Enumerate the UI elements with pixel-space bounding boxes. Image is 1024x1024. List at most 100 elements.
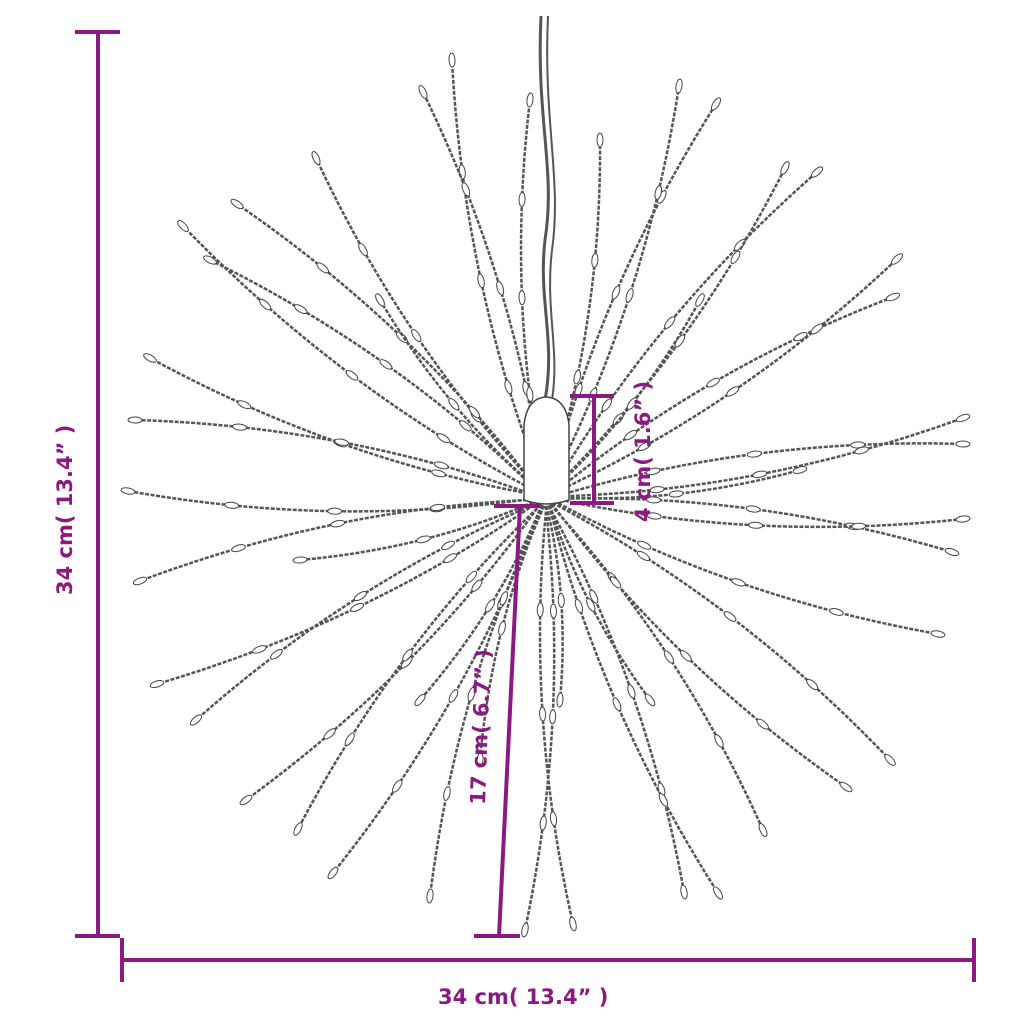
led-bulb xyxy=(626,397,638,410)
led-bulb xyxy=(664,316,676,329)
led-bulb xyxy=(375,293,385,307)
led-bulb xyxy=(930,630,946,638)
led-bulb xyxy=(569,916,577,932)
led-bulb xyxy=(471,579,483,592)
led-bulb xyxy=(574,598,584,614)
wire-strand xyxy=(450,59,546,491)
led-bulb xyxy=(476,752,484,768)
led-bulb xyxy=(521,922,529,938)
led-bulb xyxy=(955,515,971,523)
led-bulb xyxy=(627,684,636,699)
led-bulb xyxy=(353,591,368,602)
led-bulb xyxy=(884,754,896,766)
wire-strand xyxy=(549,503,765,831)
led-bulb xyxy=(646,512,662,520)
led-bulb xyxy=(649,486,665,494)
led-bulb xyxy=(467,687,476,702)
led-bulb xyxy=(624,429,638,441)
led-bulb xyxy=(850,441,866,449)
led-bulb xyxy=(675,78,683,94)
led-bulb xyxy=(839,781,853,793)
led-bulb xyxy=(885,292,901,302)
led-bulb xyxy=(132,576,148,586)
led-bulb xyxy=(231,544,246,553)
power-cord xyxy=(546,15,556,401)
led-bulb xyxy=(259,298,272,311)
wire-strand xyxy=(149,356,539,497)
led-bulb xyxy=(224,501,240,509)
led-bulb xyxy=(679,650,692,662)
led-bulb xyxy=(695,293,705,307)
led-bulb xyxy=(654,185,663,200)
led-bulb xyxy=(758,822,768,838)
led-bulb xyxy=(526,92,534,108)
wire-strand xyxy=(538,505,575,925)
led-bulb xyxy=(609,576,622,589)
led-bulb xyxy=(955,413,971,423)
led-bulb xyxy=(203,255,217,265)
led-bulb xyxy=(441,540,455,551)
led-bulb xyxy=(586,598,596,612)
led-bulb xyxy=(539,815,547,831)
led-bulb xyxy=(745,505,761,513)
led-bulb xyxy=(379,359,393,370)
led-bulb xyxy=(465,570,478,584)
led-bulb xyxy=(706,377,720,388)
led-bulb xyxy=(270,648,283,660)
led-bulb xyxy=(810,323,824,335)
led-bulb xyxy=(327,507,343,515)
led-bulb xyxy=(485,599,496,613)
led-bulb xyxy=(746,450,762,458)
led-bulb xyxy=(448,397,460,411)
wire-strand xyxy=(550,299,702,493)
wire-strand xyxy=(314,157,543,493)
led-bulb xyxy=(143,353,157,363)
led-bulb xyxy=(292,556,308,564)
led-bulb xyxy=(426,888,434,904)
led-bulb xyxy=(854,446,869,455)
led-bulb xyxy=(752,470,768,479)
led-bulb xyxy=(658,793,669,807)
led-bulb xyxy=(232,423,248,431)
led-bulb xyxy=(810,166,824,178)
led-bulb xyxy=(496,280,505,296)
wire-strand xyxy=(552,499,939,636)
led-bulb xyxy=(756,718,769,730)
led-bulb xyxy=(433,461,449,470)
led-bulb xyxy=(612,697,622,712)
wire-strand xyxy=(551,501,891,761)
strand-dimension: 17 cm( 6.7” ) xyxy=(466,504,540,938)
led-bulb xyxy=(601,398,613,412)
led-bulb xyxy=(536,602,544,618)
led-bulb xyxy=(723,611,737,622)
led-bulb xyxy=(680,884,688,900)
led-bulb xyxy=(596,132,604,148)
led-bulb xyxy=(636,550,651,561)
led-bulb xyxy=(189,714,203,726)
led-bulb xyxy=(518,191,526,207)
led-bulb xyxy=(443,553,458,563)
wire-strand xyxy=(236,202,542,494)
led-bulb xyxy=(637,441,652,452)
led-bulb xyxy=(330,519,346,528)
led-bulb xyxy=(714,734,724,748)
led-bulb xyxy=(589,589,599,604)
led-bulb xyxy=(625,288,634,303)
center-cap xyxy=(523,396,570,505)
led-bulb xyxy=(448,688,459,703)
led-bulb xyxy=(733,239,746,251)
led-bulb xyxy=(436,433,451,444)
led-bulb xyxy=(411,329,422,343)
led-bulb xyxy=(792,466,808,474)
led-bulb xyxy=(955,440,971,448)
led-bulb xyxy=(498,620,506,636)
led-bulb xyxy=(461,182,471,197)
wire-strand xyxy=(182,225,541,495)
led-bulb xyxy=(323,728,336,740)
led-bulb xyxy=(806,678,819,691)
led-bulb xyxy=(539,706,547,722)
wire-strand xyxy=(550,502,847,789)
led-bulb xyxy=(611,285,621,300)
led-bulb xyxy=(120,487,136,495)
